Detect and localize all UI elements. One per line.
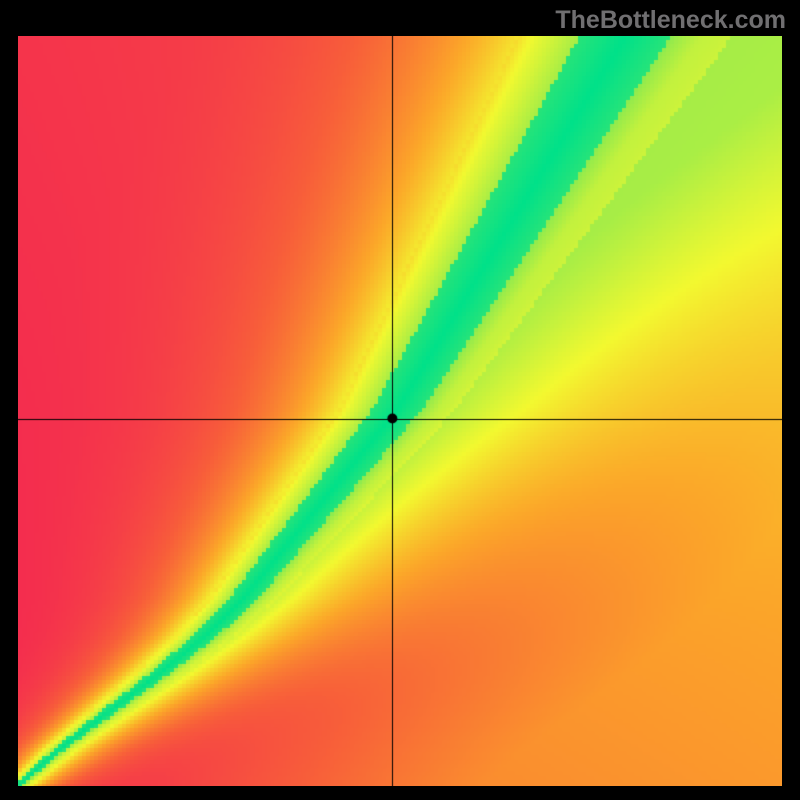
bottleneck-heatmap — [18, 36, 782, 786]
watermark-text: TheBottleneck.com — [555, 6, 786, 35]
